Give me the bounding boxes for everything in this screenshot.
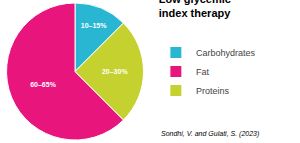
svg-text:10–15%: 10–15% [81, 22, 107, 29]
svg-text:Sondhi, V. and Gulati, S. (202: Sondhi, V. and Gulati, S. (2023) [161, 130, 259, 138]
svg-text:20–30%: 20–30% [102, 68, 128, 75]
svg-text:60–65%: 60–65% [30, 81, 56, 88]
svg-text:Proteins: Proteins [196, 86, 230, 96]
svg-text:Carbohydrates: Carbohydrates [196, 48, 256, 58]
svg-text:Low glycemicindex therapy: Low glycemicindex therapy [159, 0, 231, 19]
svg-text:Fat: Fat [196, 67, 210, 77]
